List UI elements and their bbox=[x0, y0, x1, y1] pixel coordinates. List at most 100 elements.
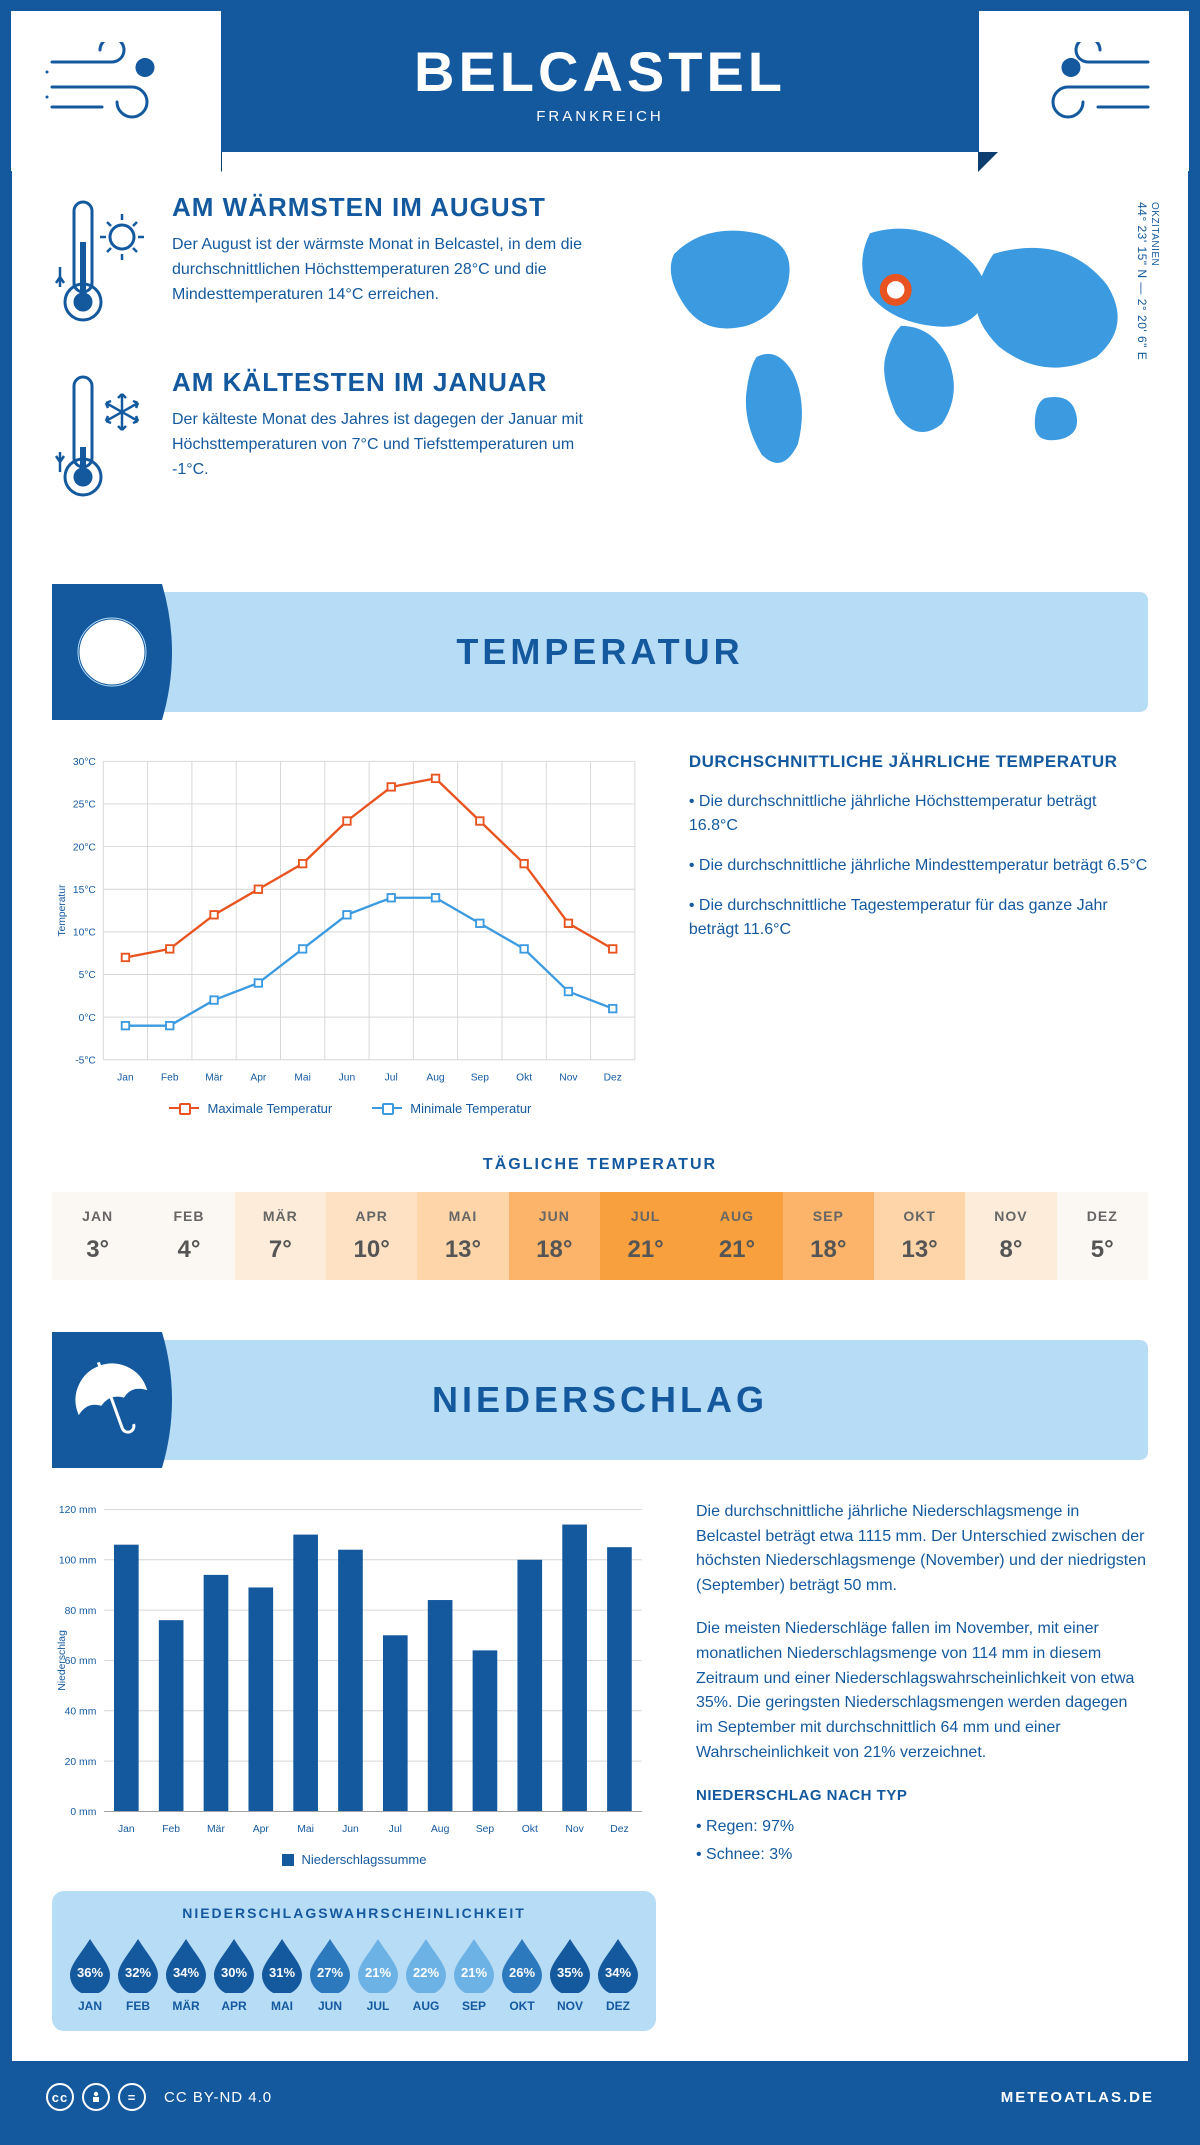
site-name: METEOATLAS.DE bbox=[1001, 2089, 1154, 2106]
warmest-block: AM WÄRMSTEN IM AUGUST Der August ist der… bbox=[52, 192, 593, 337]
precip-probability-panel: NIEDERSCHLAGSWAHRSCHEINLICHKEIT 36%JAN 3… bbox=[52, 1891, 656, 2031]
svg-text:Feb: Feb bbox=[162, 1824, 180, 1835]
svg-text:Dez: Dez bbox=[604, 1072, 622, 1083]
prob-drop: 32%FEB bbox=[114, 1935, 162, 2013]
prob-drop: 36%JAN bbox=[66, 1935, 114, 2013]
section-header-temperature: TEMPERATUR bbox=[52, 592, 1148, 712]
umbrella-icon bbox=[52, 1332, 182, 1468]
temp-info-item: • Die durchschnittliche Tagestemperatur … bbox=[689, 894, 1148, 942]
svg-text:5°C: 5°C bbox=[79, 970, 97, 981]
coldest-text: Der kälteste Monat des Jahres ist dagege… bbox=[172, 408, 593, 482]
thermometer-hot-icon bbox=[52, 192, 152, 337]
precipitation-bar-chart: 0 mm20 mm40 mm60 mm80 mm100 mm120 mmJanF… bbox=[52, 1500, 656, 1840]
svg-text:20°C: 20°C bbox=[73, 842, 97, 853]
temp-info-title: DURCHSCHNITTLICHE JÄHRLICHE TEMPERATUR bbox=[689, 752, 1148, 772]
coldest-title: AM KÄLTESTEN IM JANUAR bbox=[172, 367, 593, 398]
cc-icon: cc bbox=[46, 2083, 74, 2111]
svg-text:15°C: 15°C bbox=[73, 885, 97, 896]
warmest-text: Der August ist der wärmste Monat in Belc… bbox=[172, 233, 593, 307]
prob-drop: 22%AUG bbox=[402, 1935, 450, 2013]
prob-drop: 27%JUN bbox=[306, 1935, 354, 2013]
prob-drop: 30%APR bbox=[210, 1935, 258, 2013]
svg-text:Temperatur: Temperatur bbox=[57, 884, 68, 936]
month-cell: OKT13° bbox=[874, 1192, 965, 1280]
svg-text:Okt: Okt bbox=[522, 1824, 538, 1835]
svg-text:Dez: Dez bbox=[610, 1824, 628, 1835]
warmest-title: AM WÄRMSTEN IM AUGUST bbox=[172, 192, 593, 223]
coordinates: OKZITANIEN 44° 23' 15" N — 2° 20' 6" E bbox=[1135, 202, 1160, 360]
precip-paragraph: Die durchschnittliche jährliche Niedersc… bbox=[696, 1500, 1148, 1599]
svg-text:80 mm: 80 mm bbox=[65, 1606, 97, 1617]
wind-icon bbox=[42, 42, 182, 132]
month-cell: SEP18° bbox=[783, 1192, 874, 1280]
svg-text:Jan: Jan bbox=[118, 1824, 135, 1835]
svg-text:100 mm: 100 mm bbox=[59, 1555, 96, 1566]
svg-text:-5°C: -5°C bbox=[75, 1055, 96, 1066]
world-map bbox=[633, 192, 1148, 472]
svg-text:25°C: 25°C bbox=[73, 800, 97, 811]
license-badges: cc = CC BY-ND 4.0 bbox=[46, 2083, 272, 2111]
month-cell: NOV8° bbox=[965, 1192, 1056, 1280]
svg-text:Niederschlag: Niederschlag bbox=[57, 1630, 68, 1691]
precip-legend: Niederschlagssumme bbox=[52, 1852, 656, 1867]
country-name: FRANKREICH bbox=[536, 108, 664, 125]
prob-drop: 21%SEP bbox=[450, 1935, 498, 2013]
svg-text:Mai: Mai bbox=[297, 1824, 314, 1835]
temperature-line-chart: -5°C0°C5°C10°C15°C20°C25°C30°CJanFebMärA… bbox=[52, 752, 649, 1116]
month-cell: JAN3° bbox=[52, 1192, 143, 1280]
footer: cc = CC BY-ND 4.0 METEOATLAS.DE bbox=[12, 2061, 1188, 2133]
precip-subtitle: NIEDERSCHLAG NACH TYP bbox=[696, 1784, 1148, 1807]
wind-icon bbox=[1018, 42, 1158, 132]
precip-type-item: • Schnee: 3% bbox=[696, 1843, 1148, 1867]
prob-title: NIEDERSCHLAGSWAHRSCHEINLICHKEIT bbox=[66, 1905, 642, 1921]
svg-text:Jul: Jul bbox=[389, 1824, 402, 1835]
month-cell: DEZ5° bbox=[1057, 1192, 1148, 1280]
svg-text:Apr: Apr bbox=[250, 1072, 267, 1083]
month-cell: MÄR7° bbox=[235, 1192, 326, 1280]
svg-text:0 mm: 0 mm bbox=[70, 1807, 96, 1818]
by-icon bbox=[82, 2083, 110, 2111]
temp-legend: Maximale Temperatur Minimale Temperatur bbox=[52, 1101, 649, 1116]
svg-text:Jun: Jun bbox=[339, 1072, 356, 1083]
precip-paragraph: Die meisten Niederschläge fallen im Nove… bbox=[696, 1617, 1148, 1766]
thermometer-cold-icon bbox=[52, 367, 152, 512]
svg-text:120 mm: 120 mm bbox=[59, 1505, 96, 1516]
svg-text:10°C: 10°C bbox=[73, 928, 97, 939]
svg-text:40 mm: 40 mm bbox=[65, 1706, 97, 1717]
svg-text:Apr: Apr bbox=[253, 1824, 270, 1835]
svg-text:Sep: Sep bbox=[476, 1824, 495, 1835]
prob-drop: 34%MÄR bbox=[162, 1935, 210, 2013]
precip-type-item: • Regen: 97% bbox=[696, 1815, 1148, 1839]
prob-drop: 34%DEZ bbox=[594, 1935, 642, 2013]
nd-icon: = bbox=[118, 2083, 146, 2111]
svg-text:Nov: Nov bbox=[559, 1072, 578, 1083]
svg-text:Okt: Okt bbox=[516, 1072, 532, 1083]
city-name: BELCASTEL bbox=[414, 39, 786, 104]
prob-drop: 31%MAI bbox=[258, 1935, 306, 2013]
prob-drop: 35%NOV bbox=[546, 1935, 594, 2013]
daily-temp-title: TÄGLICHE TEMPERATUR bbox=[52, 1156, 1148, 1174]
month-cell: FEB4° bbox=[143, 1192, 234, 1280]
section-header-precipitation: NIEDERSCHLAG bbox=[52, 1340, 1148, 1460]
prob-drop: 21%JUL bbox=[354, 1935, 402, 2013]
svg-text:60 mm: 60 mm bbox=[65, 1656, 97, 1667]
month-cell: JUL21° bbox=[600, 1192, 691, 1280]
coldest-block: AM KÄLTESTEN IM JANUAR Der kälteste Mona… bbox=[52, 367, 593, 512]
svg-text:Mär: Mär bbox=[205, 1072, 223, 1083]
svg-text:Aug: Aug bbox=[426, 1072, 445, 1083]
svg-text:Nov: Nov bbox=[565, 1824, 584, 1835]
temp-info-item: • Die durchschnittliche jährliche Höchst… bbox=[689, 790, 1148, 838]
month-cell: MAI13° bbox=[417, 1192, 508, 1280]
section-title: TEMPERATUR bbox=[456, 631, 743, 673]
svg-text:Jun: Jun bbox=[342, 1824, 359, 1835]
svg-text:Mär: Mär bbox=[207, 1824, 225, 1835]
svg-text:Jul: Jul bbox=[385, 1072, 398, 1083]
header-ribbon: BELCASTEL FRANKREICH bbox=[12, 12, 1188, 152]
section-title: NIEDERSCHLAG bbox=[432, 1379, 768, 1421]
svg-text:Feb: Feb bbox=[161, 1072, 179, 1083]
svg-text:0°C: 0°C bbox=[79, 1013, 97, 1024]
svg-text:Mai: Mai bbox=[294, 1072, 311, 1083]
month-cell: AUG21° bbox=[691, 1192, 782, 1280]
daily-temp-strip: JAN3°FEB4°MÄR7°APR10°MAI13°JUN18°JUL21°A… bbox=[52, 1192, 1148, 1280]
svg-text:Jan: Jan bbox=[117, 1072, 134, 1083]
